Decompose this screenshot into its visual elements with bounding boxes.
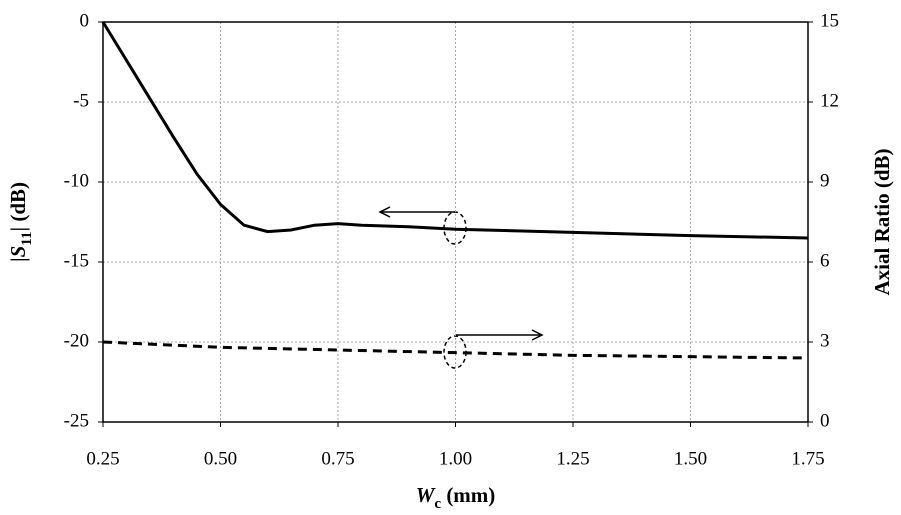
y2-tick-label: 12: [820, 90, 839, 111]
y-axis-label: |S11| (dB): [6, 182, 36, 262]
y-tick-label: 0: [80, 10, 90, 31]
y-tick-label: -5: [73, 90, 89, 111]
x-tick-label: 0.75: [321, 448, 354, 469]
y2-tick-label: 15: [820, 10, 839, 31]
y2-axis-label: Axial Ratio (dB): [870, 148, 894, 295]
y-axis-label-part: S: [6, 246, 30, 258]
y2-tick-label: 6: [820, 250, 830, 271]
x-tick-label: 1.75: [791, 448, 824, 469]
plot-frame: [102, 21, 809, 423]
y-tick-label: -15: [64, 250, 89, 271]
x-tick-label: 1.00: [439, 448, 472, 469]
y2-tick-label: 9: [820, 170, 830, 191]
y-axis-label-part: |: [6, 257, 30, 262]
data-line: [101, 21, 809, 240]
y-tick-label: -25: [64, 410, 89, 431]
y2-tick-label: 0: [820, 410, 830, 431]
y-tick-label: -10: [64, 170, 89, 191]
y-axis-label-part: 11: [19, 232, 35, 246]
x-axis-label-part: c: [434, 496, 441, 512]
x-tick-label: 0.50: [204, 448, 237, 469]
x-tick-label: 0.25: [86, 448, 119, 469]
y2-tick-label: 3: [820, 330, 830, 351]
x-axis-label-part: W: [416, 483, 436, 507]
x-tick-label: 1.50: [674, 448, 707, 469]
x-tick-label: 1.25: [556, 448, 589, 469]
x-axis-label-part: (mm): [441, 483, 495, 507]
y-axis-label-part: | (dB): [6, 182, 30, 232]
x-axis-label: Wc (mm): [416, 483, 496, 513]
data-line: [102, 340, 809, 360]
y-tick-label: -20: [64, 330, 89, 351]
